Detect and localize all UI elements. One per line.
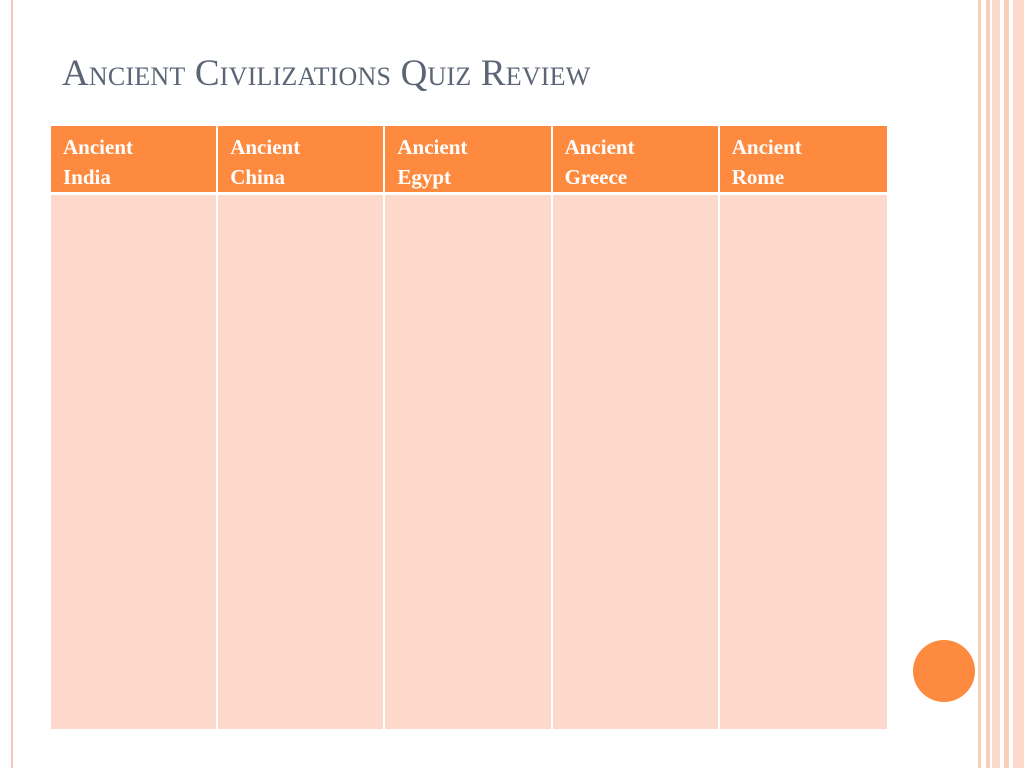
column-header-line: China [230,165,286,189]
column-header-line: Greece [564,165,628,189]
decorative-stripe [1004,0,1009,768]
column-header-greece: Ancient Greece [552,126,720,195]
column-header-line: Egypt [397,165,452,189]
table-cell-egypt [385,195,553,729]
table-row [51,195,887,729]
column-header-line: Ancient [564,135,635,159]
column-header-india: Ancient India [51,126,219,195]
decorative-stripe [1013,0,1024,768]
table-cell-india [51,195,219,729]
column-header-rome: Ancient Rome [719,126,887,195]
column-header-line: Rome [731,165,785,189]
left-frame-line [11,0,13,768]
column-header-egypt: Ancient Egypt [385,126,553,195]
column-header-line: India [63,165,111,189]
table-header-row: Ancient India Ancient China Ancient Egyp… [51,126,887,195]
decorative-stripe [992,0,1000,768]
accent-circle [913,640,975,702]
column-header-line: Ancient [230,135,301,159]
column-header-line: Ancient [731,135,802,159]
table-cell-rome [719,195,887,729]
table-cell-greece [552,195,720,729]
decorative-stripe [978,0,981,768]
table-cell-china [218,195,386,729]
slide-title: Ancient Civilizations Quiz Review [62,53,591,94]
column-header-china: Ancient China [218,126,386,195]
column-header-line: Ancient [63,135,133,159]
decorative-stripe [986,0,990,768]
column-header-line: Ancient [397,135,468,159]
civilizations-table: Ancient India Ancient China Ancient Egyp… [51,126,887,729]
